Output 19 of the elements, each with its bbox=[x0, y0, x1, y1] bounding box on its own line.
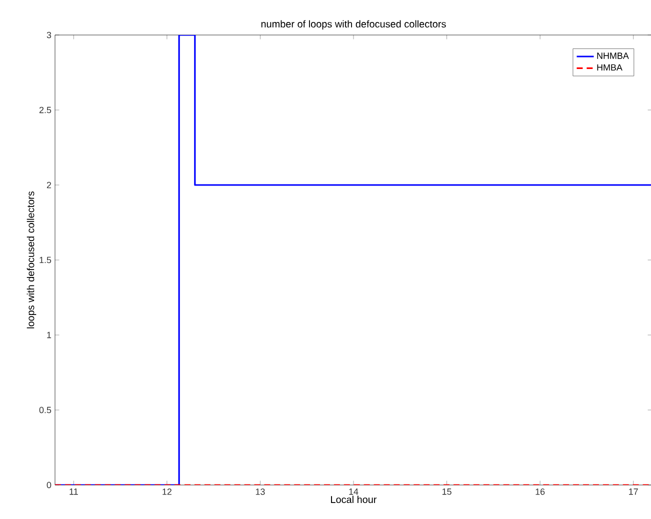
y-tick-label: 1.5 bbox=[40, 256, 52, 264]
y-tick-label: 0 bbox=[46, 482, 52, 488]
y-tick-label: 0.5 bbox=[39, 406, 52, 414]
x-tick-label: 16 bbox=[536, 488, 545, 495]
legend-label: NHMBA bbox=[597, 52, 629, 59]
x-tick-label: 17 bbox=[629, 488, 638, 495]
chart-title: number of loops with defocused collectors bbox=[261, 20, 446, 30]
x-tick-label: 11 bbox=[70, 488, 78, 495]
x-tick-label: 12 bbox=[162, 488, 172, 495]
y-axis-title: loops with defocused collectors bbox=[26, 191, 36, 328]
x-axis-title: Local hour bbox=[331, 496, 377, 504]
legend-label: HMBA bbox=[597, 64, 622, 70]
x-tick-label: 13 bbox=[256, 488, 265, 495]
y-tick-label: 1 bbox=[47, 332, 52, 338]
y-tick-label: 2 bbox=[46, 182, 52, 188]
x-tick-label: 15 bbox=[442, 488, 452, 495]
y-tick-label: 2.5 bbox=[39, 106, 52, 114]
x-tick-label: 14 bbox=[349, 488, 358, 495]
y-tick-label: 3 bbox=[46, 32, 52, 38]
